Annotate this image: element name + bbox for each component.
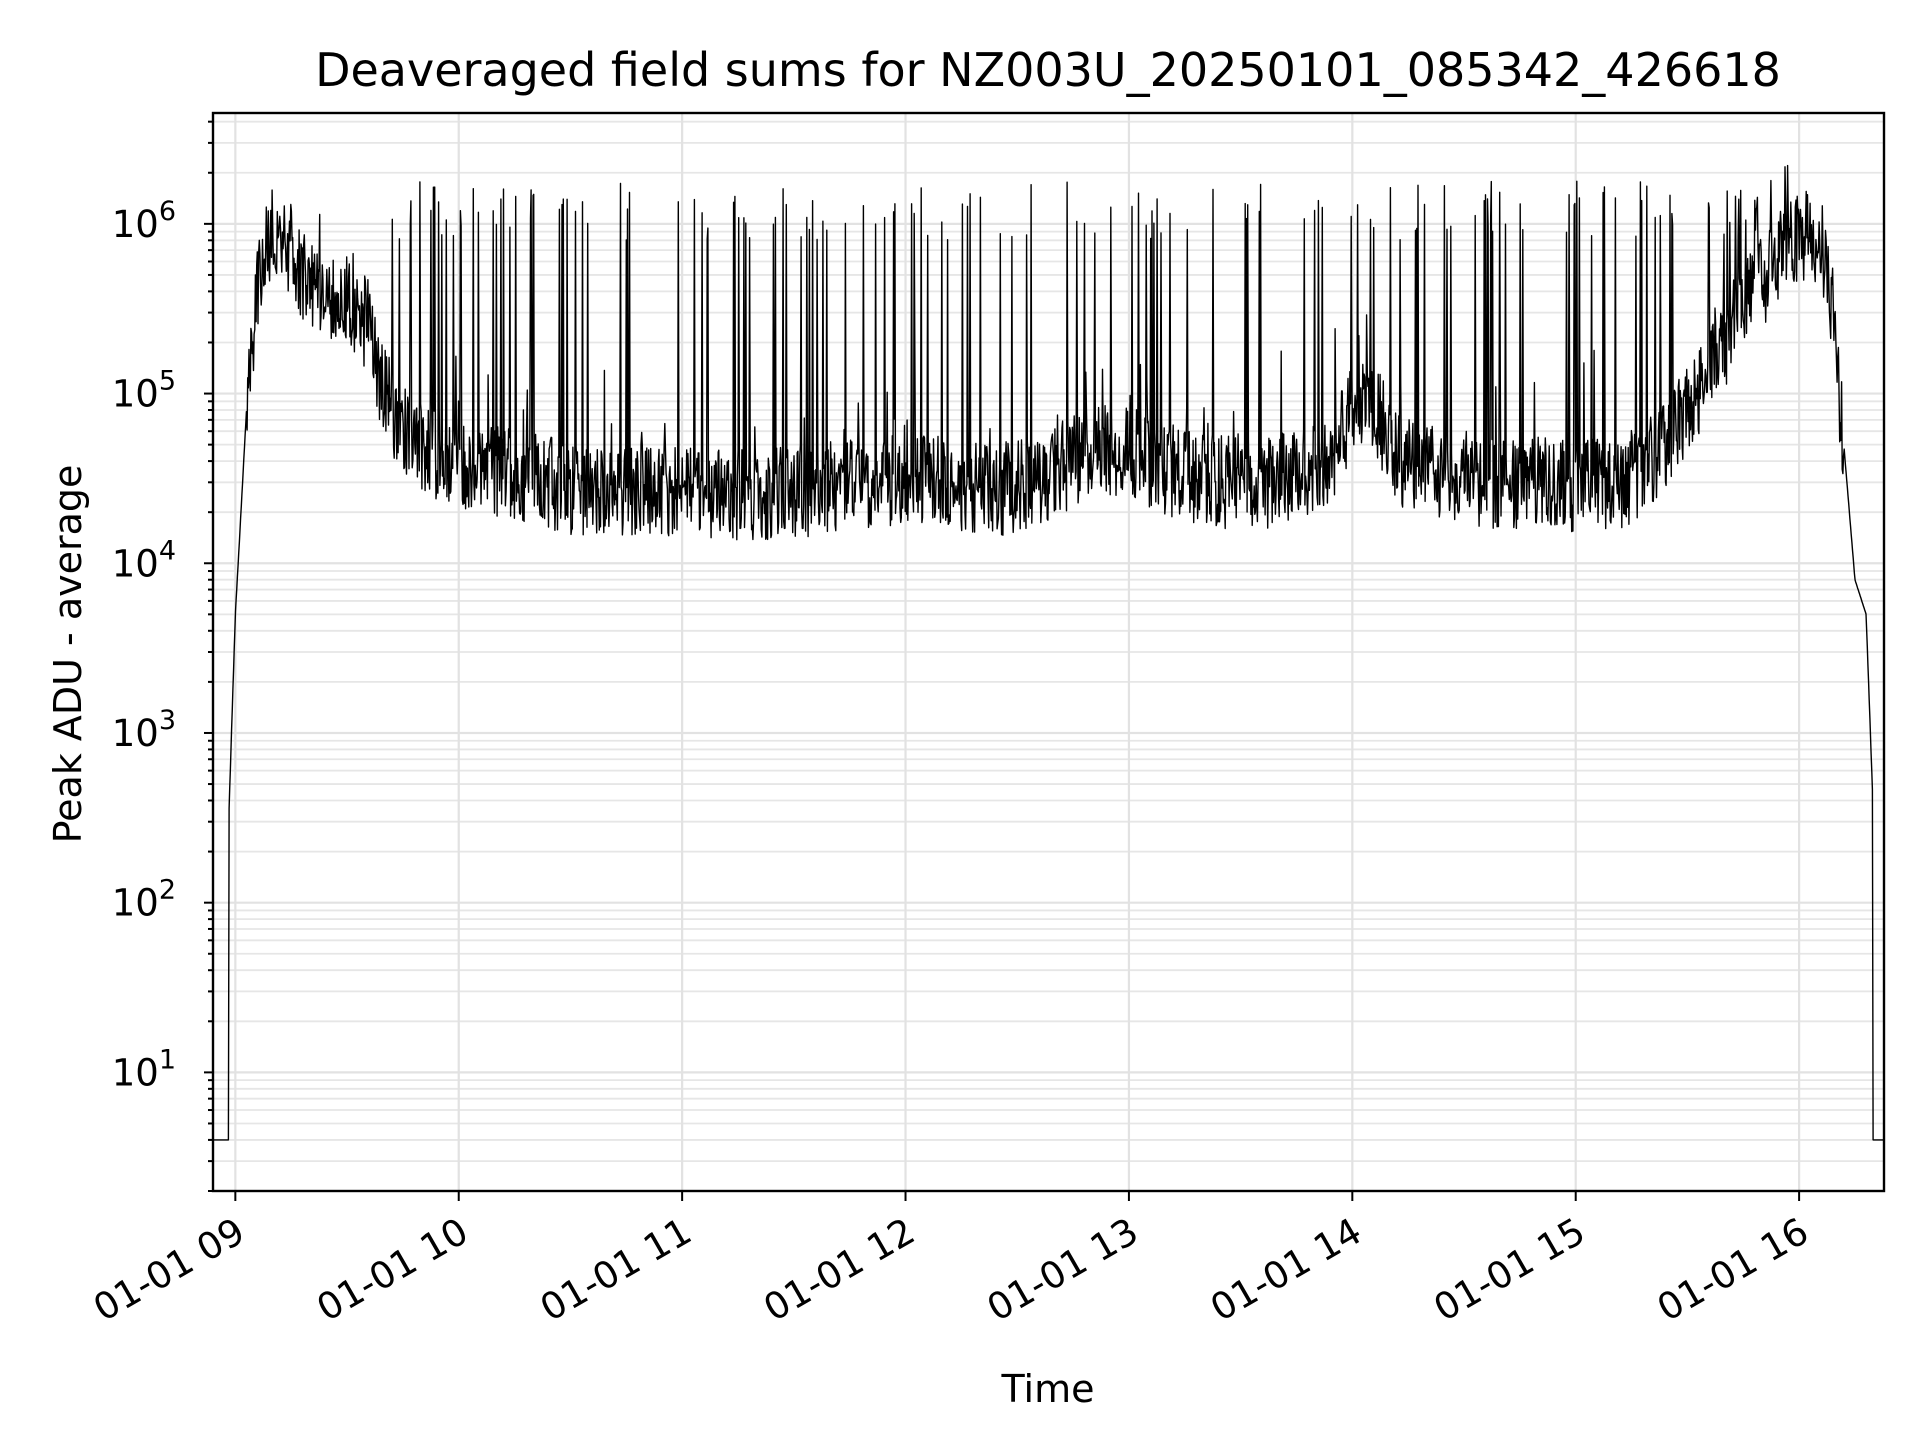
axis-ticks <box>204 120 1801 1201</box>
x-tick-label: 01-01 14 <box>1203 1210 1369 1330</box>
y-tick-label: 104 <box>112 535 176 585</box>
series-line <box>212 164 1885 1141</box>
x-axis-label: Time <box>1001 1367 1095 1411</box>
y-tick-label: 103 <box>112 705 176 755</box>
series-line-group <box>212 164 1885 1141</box>
x-tick-label: 01-01 12 <box>756 1210 922 1330</box>
y-tick-label: 105 <box>112 366 176 416</box>
x-tick-label: 01-01 10 <box>310 1210 476 1330</box>
tick-labels: 101 102 103 104 105 106 01-01 09 01-01 10 01-01 … <box>86 196 1815 1330</box>
x-tick-label: 01-01 11 <box>533 1210 699 1330</box>
y-tick-label: 101 <box>112 1044 176 1094</box>
y-axis-label: Peak ADU - average <box>46 465 90 844</box>
chart-title: Deaveraged field sums for NZ003U_2025010… <box>315 43 1781 97</box>
x-tick-label: 01-01 09 <box>86 1210 252 1330</box>
y-tick-label: 102 <box>112 875 176 925</box>
x-tick-label: 01-01 15 <box>1427 1210 1593 1330</box>
x-tick-label: 01-01 13 <box>980 1210 1146 1330</box>
x-tick-label: 01-01 16 <box>1650 1210 1816 1330</box>
grid <box>213 113 1884 1192</box>
y-tick-label: 106 <box>112 196 176 246</box>
